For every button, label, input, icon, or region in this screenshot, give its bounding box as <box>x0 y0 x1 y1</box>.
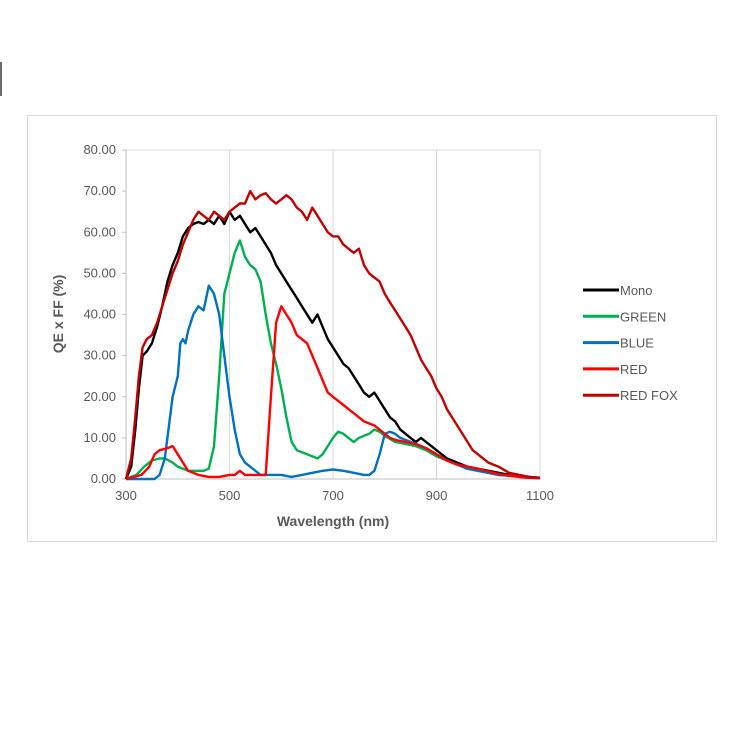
series-line-red <box>125 305 541 481</box>
series-line-red-fox <box>124 189 541 480</box>
legend-label: BLUE <box>620 336 654 351</box>
y-tick-label: 50.00 <box>83 265 116 280</box>
x-tick-label: 1100 <box>526 488 554 503</box>
x-axis-title: Wavelength (nm) <box>277 513 389 529</box>
legend-label: GREEN <box>620 309 666 324</box>
y-tick-label: 20.00 <box>83 389 116 404</box>
series-line-mono <box>124 210 541 480</box>
y-axis-title: QE x FF (%) <box>50 275 66 354</box>
grid-lines <box>122 149 541 480</box>
axes <box>125 149 540 480</box>
tick-labels: 300 500 700 900 1100 0.00 10.00 20.00 30.00 40.00… <box>83 142 554 503</box>
y-tick-label: 60.00 <box>83 224 116 239</box>
legend: Mono GREEN BLUE RED RED FOX <box>583 283 678 403</box>
series-lines <box>124 189 541 481</box>
y-tick-label: 0.00 <box>91 471 116 486</box>
legend-label: RED <box>620 362 647 377</box>
series-line-green <box>125 239 541 481</box>
x-tick-label: 700 <box>322 488 344 503</box>
y-tick-label: 40.00 <box>83 307 116 322</box>
legend-label: RED FOX <box>620 388 678 403</box>
y-tick-label: 10.00 <box>83 430 116 445</box>
y-tick-label: 80.00 <box>83 142 116 157</box>
x-tick-label: 300 <box>115 488 137 503</box>
y-tick-label: 30.00 <box>83 348 116 363</box>
y-tick-label: 70.00 <box>83 183 116 198</box>
chart-frame <box>27 115 717 542</box>
x-tick-label: 500 <box>219 488 241 503</box>
legend-label: Mono <box>620 283 653 298</box>
x-tick-label: 900 <box>426 488 448 503</box>
edge-mark <box>0 62 2 96</box>
